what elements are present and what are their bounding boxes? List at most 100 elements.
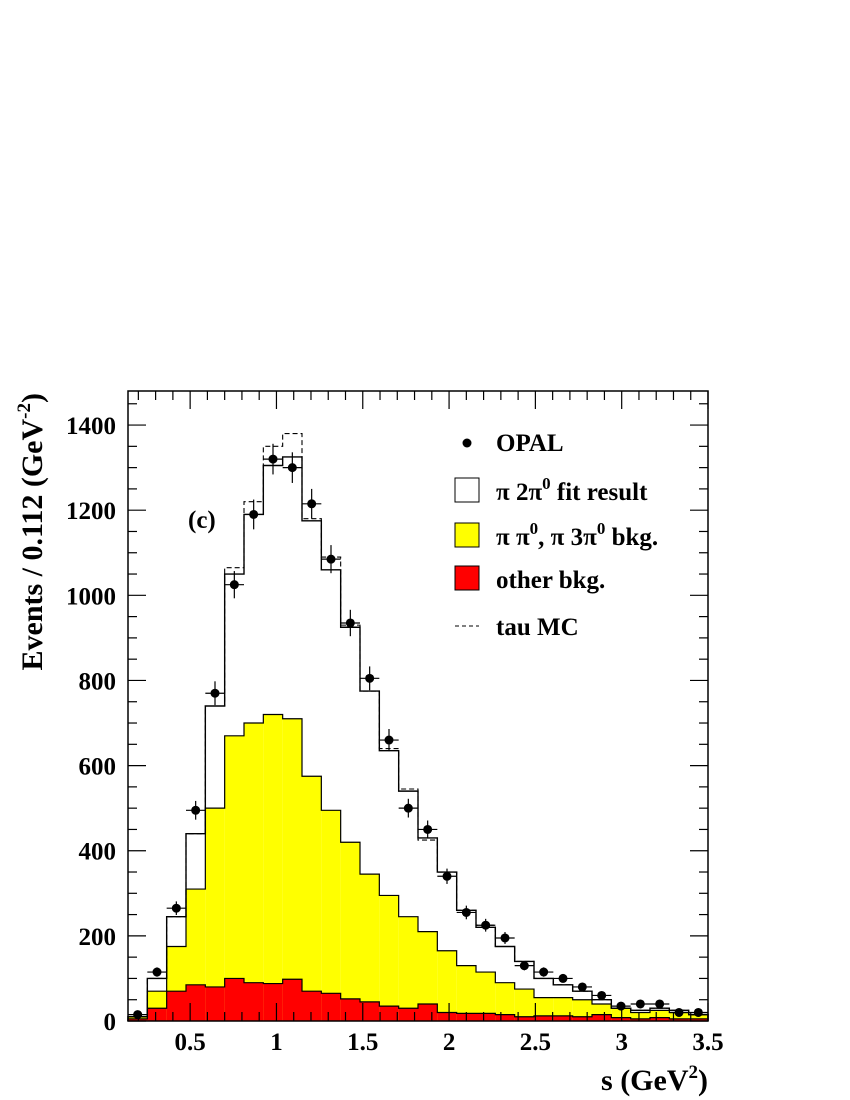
axis-tick-labels: 0.5 1 1.5 2 2.5 3 3.5 0 200 400 600 800 1000 1200 1400 [66,413,724,1056]
legend-label-1: π 2π0 fit result [496,474,648,506]
legend-dot-icon [462,438,472,448]
bin-pi-pi0-bkg-13 [379,895,399,1021]
data-point-10 [326,554,336,564]
bin-other-bkg-15 [418,1003,438,1021]
bin-other-bkg-10 [321,993,341,1021]
data-point-4 [210,688,220,698]
y-tick-label: 400 [79,839,117,866]
bin-other-bkg-4 [205,986,225,1021]
data-points [128,443,708,1020]
bin-other-bkg-21 [534,1015,554,1021]
bin-other-bkg-6 [244,982,264,1021]
data-point-5 [229,580,239,590]
legend-label-4: tau MC [496,614,579,641]
x-tick-label: 2.5 [520,1029,551,1056]
y-axis-title-main: Events / 0.112 (GeV [16,419,49,671]
legend-open-box-icon [454,477,480,503]
data-point-16 [442,871,452,881]
data-point-20 [519,961,529,971]
legend-label-0: OPAL [496,430,564,457]
bin-other-bkg-25 [611,1017,631,1021]
data-point-23 [577,982,587,992]
bin-pi-pi0-bkg-16 [437,950,457,1021]
legend-red-box-icon [454,565,480,591]
bin-other-bkg-8 [282,979,302,1021]
bin-pi-pi0-bkg-19 [495,982,515,1021]
bin-pi-pi0-bkg-5 [224,735,244,1021]
data-point-15 [423,824,433,834]
data-point-22 [558,973,568,983]
bin-other-bkg-20 [514,1016,534,1021]
bin-other-bkg-16 [437,1012,457,1021]
y-tick-label: 600 [79,754,117,781]
x-tick-label: 3.5 [692,1029,723,1056]
bin-pi-pi0-bkg-29 [688,1014,708,1021]
bin-other-bkg-11 [340,998,360,1021]
panel-label: (c) [188,507,216,534]
data-point-24 [597,990,607,1000]
y-tick-label: 200 [79,924,117,951]
bin-other-bkg-5 [224,978,244,1021]
legend: OPAL π 2π0 fit result π π0, π 3π0 bkg. othe… [454,430,658,641]
bin-other-bkg-12 [360,1001,380,1021]
background-histograms [128,714,708,1021]
bin-pi-pi0-bkg-7 [263,714,283,1021]
data-point-8 [287,463,297,473]
bin-other-bkg-0 [128,1018,148,1021]
x-tick-label: 1.5 [347,1029,378,1056]
bin-other-bkg-22 [553,1015,573,1021]
x-axis-title-close: ) [698,1064,708,1097]
y-tick-label: 1200 [66,498,116,525]
axis-ticks [128,391,709,1022]
data-point-6 [249,509,259,519]
bin-pi-pi0-bkg-27 [650,1010,670,1021]
bin-other-bkg-18 [476,1013,496,1021]
data-point-3 [191,805,201,815]
bin-pi-pi0-bkg-15 [418,931,438,1021]
bin-other-bkg-1 [147,1008,167,1021]
bin-other-bkg-2 [166,991,186,1021]
bin-other-bkg-3 [186,984,206,1021]
data-point-25 [616,1001,626,1011]
data-point-2 [171,903,181,913]
bin-other-bkg-9 [302,991,322,1021]
bin-pi-pi0-bkg-8 [282,718,302,1021]
data-point-9 [307,499,317,509]
bin-other-bkg-23 [572,1016,592,1021]
data-point-12 [365,673,375,683]
bin-pi-pi0-bkg-20 [514,989,534,1021]
bin-other-bkg-29 [688,1018,708,1021]
data-point-18 [481,920,491,930]
x-axis-title-sup: 2 [689,1062,699,1083]
bin-other-bkg-19 [495,1014,515,1021]
data-point-26 [635,999,645,1009]
bin-other-bkg-26 [630,1018,650,1021]
bin-other-bkg-13 [379,1006,399,1021]
bin-pi-pi0-bkg-17 [456,965,476,1021]
x-axis-title-main: s (GeV [601,1064,689,1097]
x-tick-label: 3 [615,1029,628,1056]
x-tick-label: 0.5 [175,1029,206,1056]
bin-pi-pi0-bkg-10 [321,810,341,1021]
bin-pi-pi0-bkg-6 [244,723,264,1021]
legend-label-2: π π0, π 3π0 bkg. [496,519,658,551]
bin-pi-pi0-bkg-18 [476,972,496,1021]
x-axis-title: s (GeV2) [601,1062,708,1097]
bin-pi-pi0-bkg-14 [398,916,418,1021]
y-tick-label: 1000 [66,583,116,610]
data-point-11 [345,618,355,628]
data-point-17 [461,907,471,917]
y-axis-title: Events / 0.112 (GeV-2) [14,393,49,671]
bin-other-bkg-24 [592,1014,612,1021]
legend-yellow-box-icon [454,522,480,548]
bin-pi-pi0-bkg-21 [534,997,554,1021]
bin-other-bkg-14 [398,1008,418,1021]
data-point-0 [133,1010,143,1020]
bin-pi-pi0-bkg-11 [340,842,360,1021]
bin-pi-pi0-bkg-4 [205,808,225,1021]
y-axis-title-close: ) [16,393,49,403]
bin-other-bkg-28 [669,1018,689,1021]
bin-pi-pi0-bkg-12 [360,874,380,1021]
y-tick-label: 800 [79,668,117,695]
